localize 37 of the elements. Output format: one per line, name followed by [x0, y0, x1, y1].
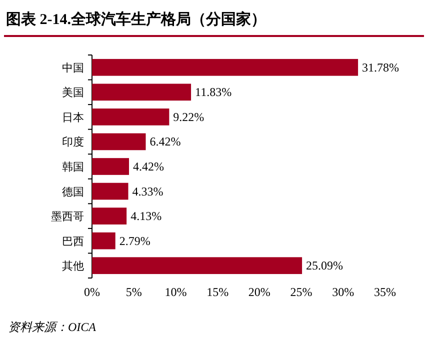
y-tick-label: 其他 [62, 260, 84, 273]
bar [92, 133, 146, 150]
y-tick-label: 墨西哥 [51, 211, 84, 224]
chart-title: 图表 2-14.全球汽车生产格局（分国家） [6, 10, 266, 28]
bar [92, 208, 127, 224]
y-tick-label: 印度 [62, 136, 84, 149]
y-tick-label: 德国 [62, 186, 84, 198]
data-label: 11.83% [195, 85, 232, 100]
data-label: 25.09% [306, 258, 344, 273]
x-tick-label: 0% [84, 285, 100, 299]
data-label: 9.22% [173, 110, 204, 124]
y-tick-label: 日本 [62, 110, 84, 124]
bar [92, 84, 192, 101]
x-tick-label: 35% [374, 285, 396, 299]
data-label: 31.78% [362, 60, 400, 74]
x-tick-label: 30% [332, 285, 354, 299]
bar [92, 257, 302, 274]
data-label: 2.79% [119, 234, 150, 248]
bar [92, 108, 170, 126]
x-tick-label: 20% [248, 285, 270, 299]
text: 资料来源：OICA [8, 320, 97, 334]
x-tick-label: 10% [164, 285, 187, 299]
data-label: 4.42% [133, 160, 164, 174]
y-tick-label: 韩国 [62, 160, 84, 174]
x-tick-label: 5% [126, 285, 142, 299]
bar [92, 158, 129, 175]
bar [92, 182, 128, 200]
x-tick-label: 25% [290, 285, 312, 299]
data-label: 4.13% [130, 209, 162, 224]
y-tick-label: 美国 [62, 86, 84, 100]
x-tick-label: 15% [206, 285, 229, 299]
bar [92, 58, 358, 76]
y-tick-label: 巴西 [62, 236, 84, 248]
y-tick-label: 中国 [62, 61, 84, 74]
data-label: 6.42% [150, 134, 181, 149]
data-label: 4.33% [132, 184, 164, 198]
bar [92, 232, 116, 250]
